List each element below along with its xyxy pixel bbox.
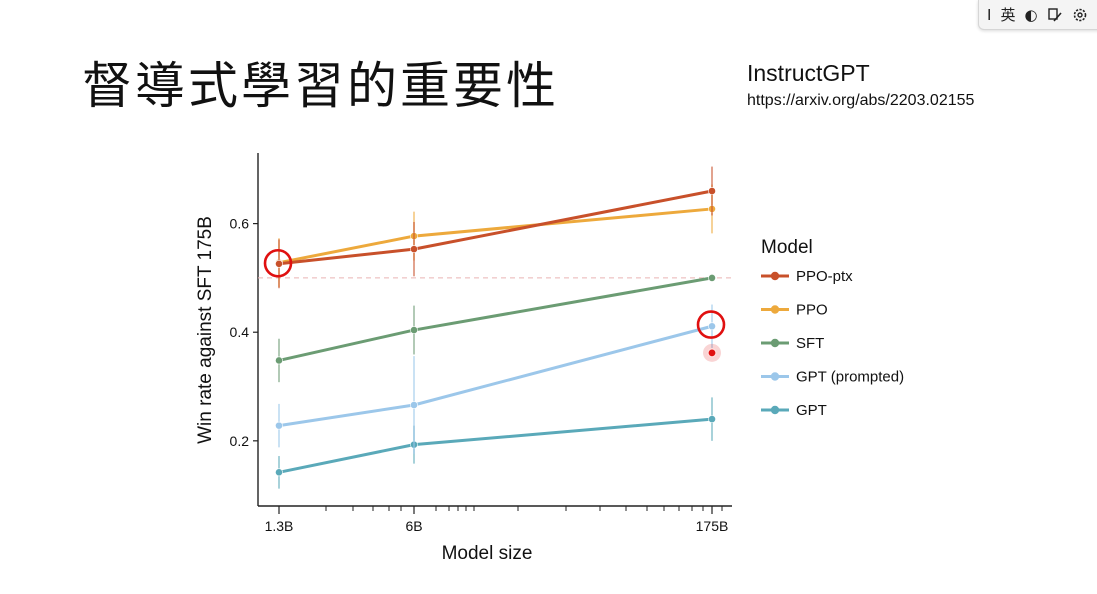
legend-label: GPT (prompted) — [796, 369, 904, 386]
x-tick-label: 175B — [696, 518, 729, 534]
legend-item-gpt-prompted: GPT (prompted) — [761, 369, 904, 386]
reference-url[interactable]: https://arxiv.org/abs/2203.02155 — [747, 92, 975, 109]
series-sft — [275, 274, 716, 383]
data-point — [708, 274, 716, 282]
legend-label: PPO-ptx — [796, 268, 853, 285]
series-ppo-ptx — [275, 166, 716, 289]
data-point — [275, 421, 283, 430]
series-line — [277, 417, 714, 474]
legend-swatch-point — [770, 338, 780, 348]
series-line — [277, 324, 714, 428]
legend-label: SFT — [796, 335, 824, 352]
x-axis-label: Model size — [442, 543, 533, 564]
ime-toolbar: I 英 ◐ — [978, 0, 1097, 30]
chart-annotations — [263, 248, 726, 362]
data-point — [410, 326, 418, 334]
y-tick-label: 0.4 — [230, 324, 250, 340]
data-point — [275, 468, 283, 477]
chart-axes: 0.2 0.4 0.6 1.3B 6B 175B Model size Win rate ag… — [195, 153, 732, 564]
settings-icon[interactable] — [1072, 7, 1088, 23]
series-gpt-prompted — [275, 304, 716, 454]
legend-item-sft: SFT — [761, 335, 824, 352]
halfwidth-icon[interactable]: ◐ — [1024, 5, 1038, 24]
text-cursor-icon[interactable]: I — [987, 5, 992, 24]
highlight-circle — [263, 248, 293, 278]
legend-item-gpt: GPT — [761, 402, 827, 419]
reference-name: InstructGPT — [747, 60, 870, 86]
legend-swatch-point — [770, 271, 780, 281]
data-point — [708, 322, 716, 331]
series-gpt — [275, 397, 716, 489]
data-point — [410, 401, 418, 409]
series-line — [277, 207, 714, 265]
legend-label: GPT — [796, 402, 827, 419]
series-ppo — [275, 184, 716, 288]
legend-item-ppo: PPO — [761, 302, 828, 319]
legend-label: PPO — [796, 302, 828, 319]
legend-item-ppo-ptx: PPO-ptx — [761, 268, 853, 285]
slide-title: 督導式學習的重要性 — [82, 57, 559, 115]
data-point — [275, 259, 283, 268]
ime-pad-icon[interactable] — [1047, 7, 1063, 23]
chart-legend: Model PPO-ptx PPO SFT GPT (prompted) GPT — [761, 237, 904, 419]
data-point — [410, 245, 418, 254]
y-axis-label: Win rate against SFT 175B — [195, 216, 216, 444]
series-line — [277, 276, 714, 362]
data-point — [275, 356, 283, 365]
data-point — [708, 415, 716, 424]
language-mode-toggle[interactable]: 英 — [1000, 6, 1016, 24]
legend-swatch-point — [770, 305, 780, 314]
x-tick-label: 6B — [405, 518, 422, 534]
legend-swatch-point — [770, 405, 780, 415]
y-tick-label: 0.6 — [230, 216, 250, 232]
legend-title: Model — [761, 237, 813, 258]
highlight-circle — [696, 310, 726, 339]
data-point — [708, 187, 716, 195]
laser-pointer-dot — [707, 348, 717, 358]
y-tick-label: 0.2 — [230, 433, 250, 449]
x-tick-label: 1.3B — [265, 518, 294, 534]
legend-swatch-point — [770, 372, 780, 381]
chart-series — [275, 166, 716, 489]
